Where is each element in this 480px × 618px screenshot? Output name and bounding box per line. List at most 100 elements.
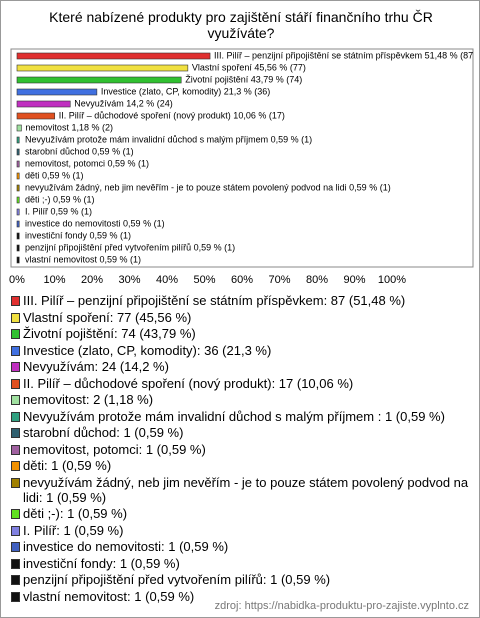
bar bbox=[16, 256, 20, 264]
legend-label: investiční fondy: 1 (0,59 %) bbox=[23, 555, 180, 571]
legend-label: nevyužívám žádný, neb jim nevěřím - je t… bbox=[23, 474, 469, 505]
legend-item: III. Pilíř – penzijní připojištění se st… bbox=[9, 293, 471, 308]
legend: III. Pilíř – penzijní připojištění se st… bbox=[9, 293, 471, 605]
legend-label: starobní důchod: 1 (0,59 %) bbox=[23, 425, 184, 440]
legend-label: nemovitost, potomci: 1 (0,59 %) bbox=[23, 441, 206, 457]
x-tick-label: 40% bbox=[156, 274, 178, 286]
chart-title: Které nabízené produkty pro zajištění st… bbox=[49, 9, 433, 41]
bar bbox=[16, 52, 211, 60]
legend-swatch bbox=[11, 444, 20, 455]
legend-swatch bbox=[11, 542, 20, 552]
legend-item: Životní pojištění: 74 (43,79 %) bbox=[9, 326, 471, 341]
legend-label: Investice (zlato, CP, komodity): 36 (21,… bbox=[23, 342, 272, 358]
legend-label: II. Pilíř – důchodové spoření (nový prod… bbox=[23, 375, 354, 391]
legend-item: nevyužívám žádný, neb jim nevěřím - je t… bbox=[9, 475, 471, 505]
legend-item: děti ;-): 1 (0,59 %) bbox=[9, 506, 471, 521]
legend-item: I. Pilíř: 1 (0,59 %) bbox=[9, 523, 471, 538]
bar bbox=[16, 232, 20, 240]
legend-swatch bbox=[11, 312, 20, 323]
x-tick-label: 0% bbox=[9, 274, 25, 286]
bar-label: Investice (zlato, CP, komodity) 21,3 % (… bbox=[101, 86, 270, 96]
bar bbox=[16, 112, 56, 120]
legend-label: děti: 1 (0,59 %) bbox=[23, 458, 112, 473]
bar-label: Vlastní spoření 45,56 % (77) bbox=[192, 62, 306, 72]
legend-swatch bbox=[11, 378, 20, 389]
legend-label: investice do nemovitosti: 1 (0,59 %) bbox=[23, 539, 229, 554]
legend-swatch bbox=[11, 411, 20, 422]
bar bbox=[16, 136, 20, 144]
legend-label: I. Pilíř: 1 (0,59 %) bbox=[23, 522, 124, 538]
legend-swatch bbox=[11, 591, 20, 602]
legend-label: Vlastní spoření: 77 (45,56 %) bbox=[23, 309, 192, 325]
x-tick-label: 10% bbox=[43, 274, 65, 286]
x-tick-label: 20% bbox=[81, 274, 103, 286]
bar-label: investice do nemovitosti 0,59 % (1) bbox=[25, 218, 165, 228]
bar bbox=[16, 100, 71, 108]
legend-swatch bbox=[11, 362, 20, 372]
legend-label: Nevyužívám protože mám invalidní důchod … bbox=[23, 408, 445, 424]
plot-frame bbox=[10, 48, 474, 268]
legend-item: investiční fondy: 1 (0,59 %) bbox=[9, 556, 471, 571]
bar bbox=[16, 148, 20, 156]
bar-label: III. Pilíř – penzijní připojištění se st… bbox=[214, 50, 476, 60]
legend-label: Nevyužívám: 24 (14,2 %) bbox=[23, 359, 169, 374]
bar-label: vlastní nemovitost 0,59 % (1) bbox=[25, 254, 141, 264]
legend-label: děti ;-): 1 (0,59 %) bbox=[23, 506, 128, 521]
legend-item: nemovitost: 2 (1,18 %) bbox=[9, 392, 471, 407]
bar-label: Nevyužívám protože mám invalidní důchod … bbox=[25, 134, 312, 144]
bar bbox=[16, 208, 20, 216]
legend-item: Nevyužívám protože mám invalidní důchod … bbox=[9, 409, 471, 424]
bar-label: nemovitost 1,18 % (2) bbox=[25, 122, 113, 132]
x-tick-label: 100% bbox=[378, 274, 406, 286]
plot: III. Pilíř – penzijní připojištění se st… bbox=[9, 48, 476, 286]
source: zdroj: https://nabidka-produktu-pro-zaji… bbox=[214, 600, 469, 612]
x-tick-label: 90% bbox=[343, 274, 365, 286]
bar-label: Nevyužívám 14,2 % (24) bbox=[74, 98, 173, 108]
x-tick-label: 60% bbox=[231, 274, 253, 286]
legend-swatch bbox=[11, 558, 20, 569]
legend-label: Životní pojištění: 74 (43,79 %) bbox=[23, 326, 196, 341]
bar-label: nemovitost, potomci 0,59 % (1) bbox=[25, 158, 149, 168]
legend-item: Vlastní spoření: 77 (45,56 %) bbox=[9, 310, 471, 325]
legend-swatch bbox=[11, 461, 20, 471]
bar-label: nevyužívám žádný, neb jim nevěřím - je t… bbox=[25, 182, 391, 192]
bar bbox=[16, 184, 20, 192]
legend-swatch bbox=[11, 329, 20, 339]
legend-label: nemovitost: 2 (1,18 %) bbox=[23, 392, 154, 407]
bar-label: I. Pilíř 0,59 % (1) bbox=[25, 206, 92, 216]
x-tick-label: 30% bbox=[118, 274, 140, 286]
bar bbox=[16, 124, 22, 132]
legend-item: investice do nemovitosti: 1 (0,59 %) bbox=[9, 539, 471, 554]
legend-swatch bbox=[11, 428, 20, 438]
legend-swatch bbox=[11, 395, 20, 405]
bar bbox=[16, 244, 20, 252]
bar-label: investiční fondy 0,59 % (1) bbox=[25, 230, 131, 240]
bar bbox=[16, 76, 182, 84]
bar-label: penzijní připojištění před vytvořením pi… bbox=[25, 242, 235, 252]
legend-item: starobní důchod: 1 (0,59 %) bbox=[9, 425, 471, 440]
bar-label: II. Pilíř – důchodové spoření (nový prod… bbox=[59, 110, 285, 120]
legend-label: penzijní připojištění před vytvořením pi… bbox=[23, 572, 331, 587]
legend-item: Nevyužívám: 24 (14,2 %) bbox=[9, 359, 471, 374]
bar bbox=[16, 196, 20, 204]
bar-label: starobní důchod 0,59 % (1) bbox=[25, 146, 134, 156]
bar-label: děti ;-) 0,59 % (1) bbox=[25, 194, 95, 204]
legend-swatch bbox=[11, 477, 20, 488]
legend-swatch bbox=[11, 525, 20, 536]
legend-item: nemovitost, potomci: 1 (0,59 %) bbox=[9, 442, 471, 457]
bar-label: Životní pojištění 43,79 % (74) bbox=[185, 74, 302, 84]
legend-swatch bbox=[11, 575, 20, 585]
legend-item: Investice (zlato, CP, komodity): 36 (21,… bbox=[9, 343, 471, 358]
x-tick-label: 70% bbox=[268, 274, 290, 286]
legend-item: děti: 1 (0,59 %) bbox=[9, 458, 471, 473]
bars: III. Pilíř – penzijní připojištění se st… bbox=[16, 50, 476, 264]
x-tick-label: 80% bbox=[306, 274, 328, 286]
legend-label: vlastní nemovitost: 1 (0,59 %) bbox=[23, 588, 195, 604]
bar bbox=[16, 172, 20, 180]
legend-label: III. Pilíř – penzijní připojištění se st… bbox=[23, 293, 406, 308]
x-tick-label: 50% bbox=[193, 274, 215, 286]
bar bbox=[16, 88, 98, 96]
bar bbox=[16, 220, 20, 228]
bar-label: děti 0,59 % (1) bbox=[25, 170, 84, 180]
